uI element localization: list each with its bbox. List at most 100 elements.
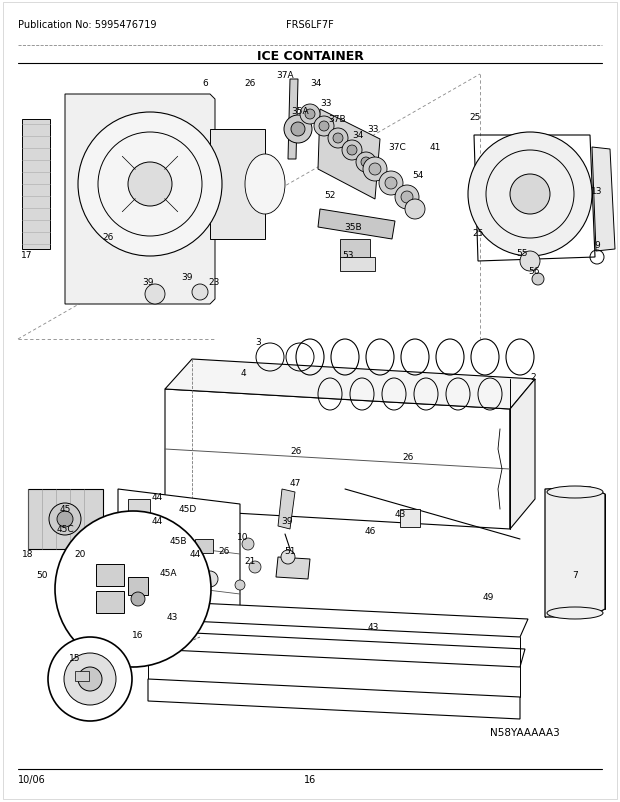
Text: 53: 53 [342, 250, 354, 259]
Bar [96, 565, 124, 586]
Circle shape [78, 667, 102, 691]
Circle shape [305, 110, 315, 119]
Circle shape [192, 285, 208, 301]
Polygon shape [148, 679, 520, 719]
Text: 37C: 37C [388, 144, 406, 152]
Circle shape [385, 178, 397, 190]
Bar [128, 577, 148, 595]
Text: 44: 44 [151, 493, 162, 502]
Text: 34: 34 [352, 131, 364, 140]
Text: 39: 39 [142, 278, 154, 287]
Text: 33: 33 [367, 125, 379, 134]
Polygon shape [65, 95, 215, 305]
Polygon shape [278, 489, 295, 529]
Text: 43: 43 [166, 613, 178, 622]
Circle shape [202, 571, 218, 587]
Polygon shape [165, 390, 510, 529]
Bar [128, 500, 150, 517]
Circle shape [57, 512, 73, 528]
Bar [75, 671, 89, 681]
Circle shape [363, 158, 387, 182]
Bar [195, 539, 213, 553]
Text: 16: 16 [304, 774, 316, 784]
Circle shape [369, 164, 381, 176]
Text: Publication No: 5995476719: Publication No: 5995476719 [18, 20, 156, 30]
Polygon shape [318, 110, 380, 200]
Circle shape [356, 153, 376, 172]
Text: 37B: 37B [328, 115, 346, 124]
Text: 44: 44 [151, 516, 162, 526]
Circle shape [169, 553, 181, 565]
Circle shape [520, 252, 540, 272]
Circle shape [48, 638, 132, 721]
Circle shape [342, 141, 362, 160]
Text: 10: 10 [237, 533, 249, 542]
Text: 20: 20 [74, 550, 86, 559]
Text: 47: 47 [290, 479, 301, 488]
Text: 16: 16 [132, 630, 144, 640]
Circle shape [379, 172, 403, 196]
Text: 56: 56 [528, 267, 540, 276]
Text: 17: 17 [21, 250, 33, 259]
Circle shape [145, 285, 165, 305]
Text: 35B: 35B [344, 223, 362, 233]
Text: 21: 21 [244, 557, 255, 565]
Text: 45A: 45A [159, 569, 177, 577]
Circle shape [401, 192, 413, 204]
Circle shape [64, 653, 116, 705]
Circle shape [328, 129, 348, 149]
Text: 46: 46 [365, 527, 376, 536]
Circle shape [291, 123, 305, 137]
Circle shape [405, 200, 425, 220]
Text: 23: 23 [208, 278, 219, 287]
Text: 55: 55 [516, 249, 528, 258]
Polygon shape [148, 631, 525, 667]
Text: 52: 52 [324, 191, 335, 200]
Text: 34: 34 [311, 79, 322, 87]
Circle shape [153, 541, 167, 554]
Text: 45: 45 [60, 505, 71, 514]
Polygon shape [148, 602, 528, 638]
Polygon shape [288, 80, 298, 160]
Polygon shape [165, 359, 535, 410]
Circle shape [510, 175, 550, 215]
Bar [128, 525, 150, 542]
Circle shape [347, 146, 357, 156]
Text: 7: 7 [572, 571, 578, 580]
Circle shape [128, 163, 172, 207]
Bar [340, 257, 375, 272]
Text: 6: 6 [202, 79, 208, 87]
Text: 43: 43 [394, 510, 405, 519]
Text: 2: 2 [530, 373, 536, 382]
Text: FRS6LF7F: FRS6LF7F [286, 20, 334, 30]
Text: 4: 4 [240, 369, 246, 378]
Text: 45C: 45C [56, 525, 74, 534]
Text: 51: 51 [284, 547, 296, 556]
Circle shape [78, 113, 222, 257]
Circle shape [281, 550, 295, 565]
Circle shape [395, 186, 419, 210]
Text: 39: 39 [181, 273, 193, 282]
Circle shape [314, 117, 334, 137]
Text: 26: 26 [102, 233, 113, 242]
Polygon shape [22, 119, 50, 249]
Text: 9: 9 [594, 241, 600, 250]
Ellipse shape [245, 155, 285, 215]
Text: 54: 54 [412, 170, 423, 180]
Circle shape [468, 133, 592, 257]
Bar [28, 489, 103, 549]
Text: 18: 18 [22, 550, 33, 559]
Bar [210, 130, 265, 240]
Circle shape [55, 512, 211, 667]
Polygon shape [545, 488, 605, 618]
Text: 26: 26 [290, 447, 302, 456]
Text: 45D: 45D [179, 505, 197, 514]
Text: 35A: 35A [291, 107, 309, 116]
Circle shape [235, 581, 245, 590]
Bar [340, 240, 370, 260]
Circle shape [242, 538, 254, 550]
Circle shape [49, 504, 81, 535]
Text: 25: 25 [472, 229, 484, 237]
Circle shape [361, 158, 371, 168]
Polygon shape [276, 557, 310, 579]
